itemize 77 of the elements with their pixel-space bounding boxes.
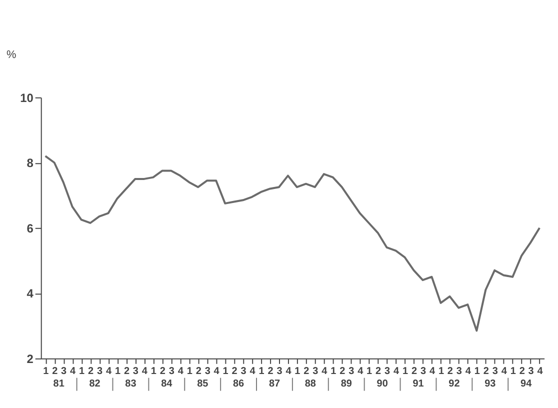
x-tick-label: 3 <box>528 366 534 377</box>
text: 94 <box>520 378 532 390</box>
x-tick-label: 4 <box>286 366 292 377</box>
x-tick-label: 3 <box>132 366 139 377</box>
x-tick-label: 2 <box>52 366 58 377</box>
x-tick-label: 1 <box>510 366 516 377</box>
y-axis-title: % <box>6 49 16 61</box>
text: 82 <box>89 378 101 390</box>
x-tick-label: 4 <box>70 366 76 377</box>
x-tick-label: 4 <box>429 366 436 377</box>
x-tick-label: 3 <box>420 366 426 377</box>
x-tick-label: 1 <box>114 366 121 377</box>
text: 92 <box>448 378 460 390</box>
x-tick-label: 2 <box>304 366 310 377</box>
text: 86 <box>233 378 245 390</box>
x-tick-label: 4 <box>178 366 184 377</box>
x-tick-label: 3 <box>276 366 283 377</box>
x-tick-label: 2 <box>232 366 238 377</box>
text: 87 <box>268 378 280 390</box>
x-tick-label: 2 <box>268 366 274 377</box>
x-tick-label: 4 <box>501 366 508 377</box>
x-tick-label: 1 <box>474 366 480 377</box>
x-tick-label: 4 <box>358 366 364 377</box>
y-tick-label: 4 <box>26 286 34 301</box>
x-tick-label: 3 <box>96 366 103 377</box>
x-tick-label: 2 <box>447 366 454 377</box>
text: 81 <box>53 378 65 390</box>
text: 93 <box>484 378 496 390</box>
x-tick-label: 3 <box>456 366 462 377</box>
x-tick-label: 4 <box>214 366 220 377</box>
x-tick-label: 4 <box>394 366 400 377</box>
text: 84 <box>161 378 173 390</box>
x-tick-label: 1 <box>438 366 444 377</box>
x-tick-label: 4 <box>465 366 472 377</box>
line-series <box>44 155 541 332</box>
x-tick-label: 1 <box>150 366 157 377</box>
x-tick-label: 4 <box>142 366 148 377</box>
x-tick-label: 2 <box>124 366 130 377</box>
x-tick-label: 1 <box>43 366 50 377</box>
x-tick-label: 3 <box>204 366 211 377</box>
x-tick-label: 1 <box>366 366 373 377</box>
x-tick-label: 2 <box>160 366 166 377</box>
x-tick-label: 4 <box>250 366 256 377</box>
x-tick-label: 3 <box>348 366 355 377</box>
text: 83 <box>125 378 137 390</box>
x-tick-label: 3 <box>492 366 498 377</box>
x-tick-label: 4 <box>322 366 328 377</box>
x-tick-label: 1 <box>258 366 265 377</box>
x-tick-label: 3 <box>384 366 391 377</box>
x-tick-label: 2 <box>340 366 346 377</box>
x-tick-label: 1 <box>402 366 408 377</box>
text: 89 <box>340 378 352 390</box>
x-tick-label: 1 <box>222 366 229 377</box>
y-tick-label: 8 <box>26 156 34 170</box>
x-tick-label: 2 <box>519 366 526 377</box>
x-tick-label: 2 <box>88 366 94 377</box>
x-tick-label: 4 <box>106 366 112 377</box>
y-tick-label: 10 <box>20 90 34 105</box>
text: 88 <box>304 378 316 390</box>
x-tick-label: 1 <box>294 366 301 377</box>
x-tick-label: 4 <box>537 366 544 377</box>
y-tick-label: 2 <box>26 352 34 366</box>
x-tick-label: 3 <box>168 366 175 377</box>
x-tick-label: 2 <box>411 366 418 377</box>
x-tick-label: 1 <box>186 366 193 377</box>
x-tick-label: 3 <box>61 366 68 377</box>
text: 90 <box>376 378 388 390</box>
y-tick-label: 6 <box>26 221 34 236</box>
x-tick-label: 3 <box>240 366 247 377</box>
x-tick-label: 1 <box>330 366 337 377</box>
x-tick-label: 2 <box>196 366 202 377</box>
x-tick-label: 3 <box>312 366 319 377</box>
text: 85 <box>197 378 209 390</box>
x-tick-label: 2 <box>376 366 382 377</box>
text: 91 <box>412 378 424 390</box>
x-tick-label: 2 <box>483 366 490 377</box>
x-tick-label: 1 <box>79 366 86 377</box>
